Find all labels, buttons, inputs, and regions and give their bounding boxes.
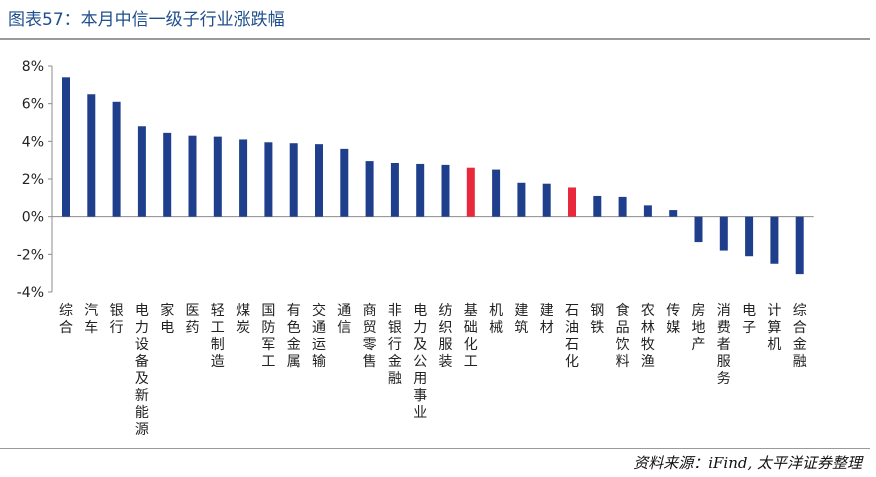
x-category-label: 建筑 [514, 303, 528, 336]
y-tick-label: 0% [22, 210, 44, 226]
x-category-label: 食品饮料 [616, 302, 630, 370]
bar [315, 144, 323, 217]
x-category-label: 商贸零售 [363, 303, 377, 370]
x-category-label: 钢铁 [590, 303, 604, 336]
bar [188, 135, 197, 217]
bar [492, 169, 501, 217]
y-tick-label: 4% [22, 134, 44, 150]
bar [112, 101, 121, 217]
bar [568, 187, 576, 217]
x-category-label: 房地产 [692, 303, 706, 353]
x-category-label: 汽车 [84, 303, 98, 336]
x-category-label: 石油石化 [565, 303, 579, 370]
bar [264, 142, 273, 217]
y-axis-ticks: 8% 6% 4% 2% 0% -2% -4% [17, 59, 52, 301]
bar [694, 216, 703, 243]
bar [517, 182, 526, 217]
bar [441, 164, 450, 217]
bar-chart: 8% 6% 4% 2% 0% -2% -4% 综合汽车银行电力设备及新能源家电医药轻工制造煤… [17, 59, 814, 438]
x-category-label: 通信 [337, 303, 351, 336]
y-tick-label: -2% [17, 247, 44, 263]
bar [239, 139, 248, 217]
bar [466, 167, 475, 217]
x-category-label: 计算机 [767, 303, 781, 353]
x-category-label: 农林牧渔 [641, 303, 655, 370]
bar [618, 196, 627, 217]
x-category-label: 有色金属 [287, 303, 301, 370]
bar [770, 216, 779, 264]
y-tick-label: -4% [17, 285, 44, 301]
x-category-label: 综合金融 [793, 303, 807, 370]
x-category-label: 医药 [186, 303, 200, 336]
bar [795, 216, 804, 275]
x-category-label: 银行 [110, 303, 124, 336]
category-labels: 综合汽车银行电力设备及新能源家电医药轻工制造煤炭国防军工有色金属交通运输通信商贸… [59, 302, 807, 438]
bar [340, 148, 349, 217]
x-category-label: 建材 [540, 303, 554, 336]
bar [390, 162, 399, 217]
source-note: 资料来源：iFind, 太平洋证券整理 [633, 454, 862, 472]
x-category-label: 电力及公用事业 [413, 303, 427, 421]
y-tick-label: 6% [22, 97, 44, 113]
bar [593, 195, 602, 217]
x-category-label: 纺织服装 [439, 303, 453, 370]
x-category-label: 煤炭 [236, 303, 250, 336]
x-category-label: 非银行金融 [388, 303, 402, 387]
y-tick-label: 2% [22, 172, 44, 188]
bars [62, 77, 804, 275]
x-category-label: 基础化工 [464, 302, 478, 370]
bar [163, 132, 172, 217]
bar [289, 143, 298, 217]
bar [137, 126, 146, 217]
x-category-label: 综合 [59, 303, 73, 336]
chart-title: 图表57：本月中信一级子行业涨跌幅 [8, 10, 285, 30]
bar [719, 216, 728, 251]
bar [643, 205, 652, 217]
bar [416, 163, 425, 217]
x-category-label: 电力设备及新能源 [135, 303, 149, 438]
x-category-label: 机械 [489, 303, 503, 336]
bar [542, 183, 551, 217]
x-category-label: 交通运输 [312, 302, 326, 370]
x-category-label: 消费者服务 [717, 303, 731, 387]
bar [62, 77, 70, 217]
x-category-label: 家电 [160, 302, 174, 336]
bar [745, 216, 754, 257]
bar [213, 136, 222, 217]
bar [669, 210, 678, 217]
top-divider [0, 38, 870, 40]
x-category-label: 轻工制造 [211, 303, 225, 370]
x-category-label: 传媒 [666, 303, 680, 336]
bar [87, 94, 96, 217]
bar [365, 161, 374, 217]
x-category-label: 国防军工 [261, 303, 275, 370]
bottom-divider [0, 448, 870, 449]
y-tick-label: 8% [22, 59, 44, 75]
x-category-label: 电子 [742, 303, 756, 336]
